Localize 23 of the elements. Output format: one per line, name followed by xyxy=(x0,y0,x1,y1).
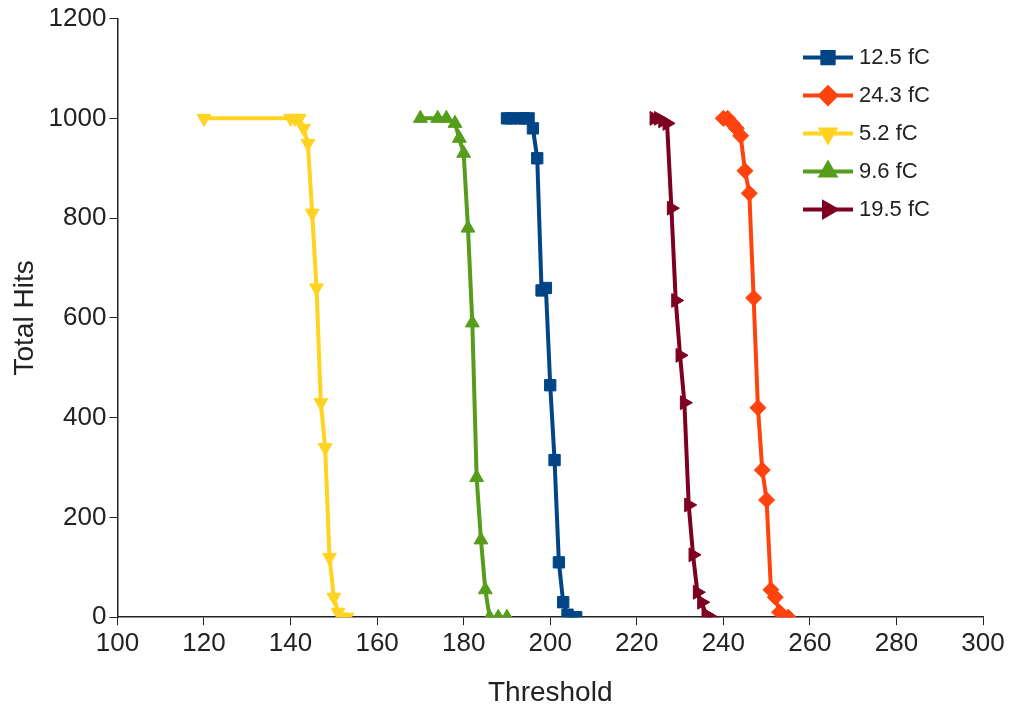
y-axis-title: Total Hits xyxy=(7,260,39,376)
x-tick-label: 300 xyxy=(961,626,1005,657)
x-tick-label: 180 xyxy=(441,626,486,657)
x-tick-label: 120 xyxy=(182,626,226,657)
x-tick-label: 160 xyxy=(355,626,399,657)
x-tick-label: 260 xyxy=(788,626,832,657)
legend-label: 9.6 fC xyxy=(859,157,918,183)
y-tick-label: 1200 xyxy=(48,1,107,32)
x-axis-title: Threshold xyxy=(487,675,613,707)
y-tick-label: 600 xyxy=(63,301,107,332)
legend-label: 24.3 fC xyxy=(859,81,931,107)
x-tick-label: 140 xyxy=(268,626,313,657)
y-tick-label: 400 xyxy=(63,400,107,431)
x-tick-label: 280 xyxy=(874,626,919,657)
x-tick-label: 200 xyxy=(528,626,572,657)
legend-label: 19.5 fC xyxy=(859,195,931,221)
y-tick-label: 1000 xyxy=(48,101,107,132)
legend-label: 12.5 fC xyxy=(859,43,931,69)
x-tick-label: 220 xyxy=(615,626,659,657)
legend-label: 5.2 fC xyxy=(859,119,918,145)
y-tick-label: 800 xyxy=(63,201,107,232)
x-tick-label: 240 xyxy=(701,626,746,657)
y-tick-label: 200 xyxy=(63,500,107,531)
